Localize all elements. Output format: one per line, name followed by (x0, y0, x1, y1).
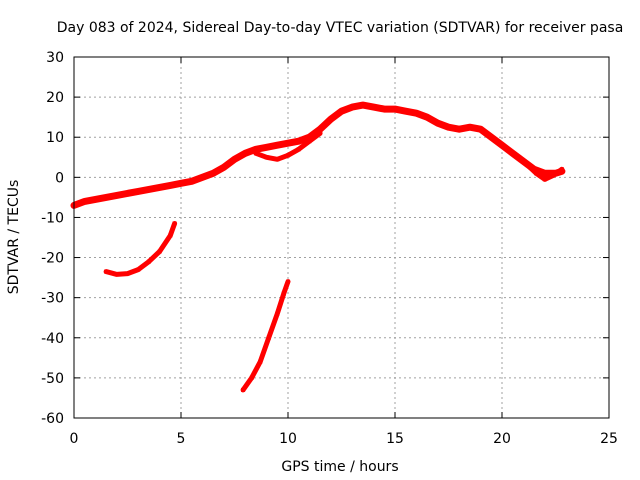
data-point-main-band (542, 171, 547, 176)
data-point-mid-dip (296, 147, 301, 152)
y-tick-label: -30 (41, 291, 64, 307)
data-point-main-band (157, 185, 162, 190)
y-tick-label: 0 (55, 170, 64, 186)
y-tick-label: 30 (46, 50, 64, 66)
data-point-steep-segment (281, 291, 286, 296)
data-point-low-arc (146, 259, 151, 264)
chart-title: Day 083 of 2024, Sidereal Day-to-day VTE… (57, 20, 624, 36)
data-point-main-band (414, 111, 419, 116)
y-tick-label: -40 (41, 331, 64, 347)
data-point-tail-spread (551, 173, 556, 178)
data-point-main-band (82, 199, 87, 204)
data-point-main-band (307, 135, 312, 140)
data-point-low-arc (172, 221, 177, 226)
data-point-steep-segment (275, 311, 280, 316)
data-point-main-band (200, 175, 205, 180)
x-tick-label: 0 (70, 431, 79, 447)
data-point-steep-segment (258, 359, 263, 364)
data-point-main-band (146, 187, 151, 192)
data-point-mid-dip (275, 157, 280, 162)
data-point-steep-segment (241, 387, 246, 392)
data-point-mid-dip (264, 155, 269, 160)
data-point-main-band (264, 145, 269, 150)
data-point-main-band (136, 189, 141, 194)
data-point-main-band (467, 125, 472, 130)
data-point-tail-spread (525, 163, 530, 168)
data-point-low-arc (114, 272, 119, 277)
y-axis-label: SDTVAR / TECUs (6, 180, 22, 295)
y-tick-label: 10 (46, 130, 64, 146)
y-tick-label: -60 (41, 411, 64, 427)
data-point-tail-spread (517, 155, 522, 160)
data-point-tail-spread (559, 167, 564, 172)
data-point-main-band (510, 151, 515, 156)
data-point-main-band (114, 193, 119, 198)
data-point-main-band (275, 143, 280, 148)
data-point-mid-dip (318, 131, 323, 136)
y-tick-label: -50 (41, 371, 64, 387)
data-point-mid-dip (253, 151, 258, 156)
data-point-low-arc (104, 269, 109, 274)
data-point-steep-segment (286, 279, 290, 284)
data-point-mid-dip (307, 139, 312, 144)
data-point-main-band (104, 195, 109, 200)
data-point-main-band (211, 171, 216, 176)
data-point-main-band (179, 181, 183, 186)
data-point-low-arc (157, 249, 162, 254)
data-point-main-band (189, 179, 194, 184)
data-point-low-arc (168, 233, 173, 238)
data-point-main-band (93, 197, 98, 202)
data-point-main-band (232, 157, 237, 162)
x-tick-label: 15 (386, 431, 404, 447)
data-point-main-band (125, 191, 130, 196)
data-point-main-band (500, 143, 504, 148)
y-tick-label: 20 (46, 90, 64, 106)
data-point-main-band (350, 105, 355, 110)
data-point-steep-segment (249, 375, 254, 380)
data-point-tail-spread (542, 177, 547, 182)
data-point-main-band (339, 109, 344, 114)
data-point-main-band (457, 127, 462, 132)
data-point-main-band (403, 109, 408, 114)
x-tick-label: 25 (600, 431, 618, 447)
data-point-main-band (286, 141, 290, 146)
grid-layer (74, 57, 609, 418)
data-point-main-band (382, 107, 387, 112)
data-point-main-band (243, 151, 248, 156)
y-tick-label: -10 (41, 210, 64, 226)
x-tick-label: 10 (279, 431, 297, 447)
data-point-main-band (360, 103, 365, 108)
x-tick-label: 5 (177, 431, 186, 447)
tick-layer: 0 5 10 15 20 25 -60 -50 -40 -30 -20 -10 0 10 20 30 (41, 50, 618, 447)
data-point-main-band (489, 135, 494, 140)
plot-frame (73, 56, 610, 419)
data-point-main-band (446, 125, 451, 130)
y-tick-label: -20 (41, 251, 64, 267)
data-point-mid-dip (286, 153, 290, 158)
data-point-low-arc (125, 271, 130, 276)
x-axis-label: GPS time / hours (281, 459, 398, 475)
data-point-main-band (371, 105, 376, 110)
data-point-main-band (168, 183, 173, 188)
data-point-main-band (253, 147, 258, 152)
series-line-low-arc (103, 221, 178, 277)
data-point-main-band (296, 139, 301, 144)
data-point-low-arc (136, 267, 141, 272)
data-point-main-band (435, 121, 440, 126)
data-point-main-band (318, 127, 323, 132)
data-point-main-band (328, 117, 333, 122)
data-point-main-band (393, 107, 397, 112)
x-tick-label: 20 (493, 431, 511, 447)
data-point-tail-spread (534, 171, 539, 176)
data-point-steep-segment (266, 335, 271, 340)
data-point-main-band (478, 127, 483, 132)
series-layer (70, 101, 566, 393)
data-point-main-band (221, 165, 226, 170)
data-point-main-band (425, 115, 430, 120)
